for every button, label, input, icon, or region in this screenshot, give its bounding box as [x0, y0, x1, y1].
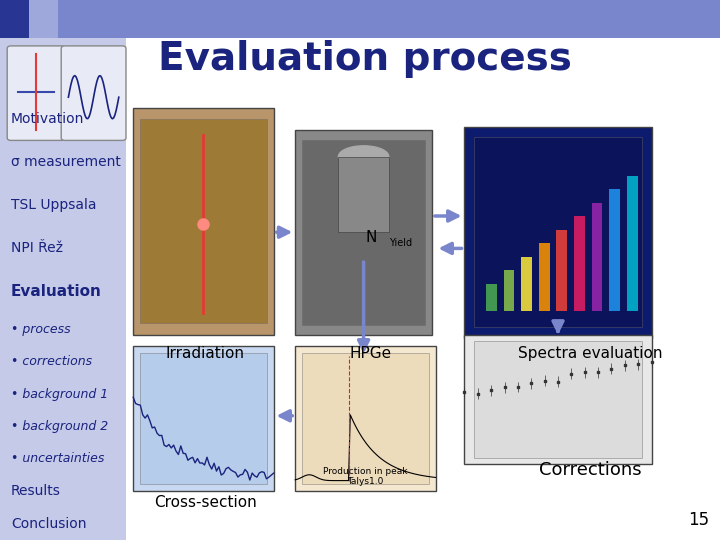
Text: Corrections: Corrections: [539, 461, 642, 479]
FancyBboxPatch shape: [302, 353, 428, 484]
Text: Motivation: Motivation: [11, 112, 84, 126]
Text: Spectra evaluation: Spectra evaluation: [518, 346, 662, 361]
Text: • background 2: • background 2: [11, 420, 108, 433]
FancyBboxPatch shape: [474, 341, 642, 458]
Text: Irradiation: Irradiation: [166, 346, 245, 361]
Text: Evaluation: Evaluation: [11, 284, 102, 299]
FancyBboxPatch shape: [295, 346, 436, 491]
FancyBboxPatch shape: [133, 346, 274, 491]
Text: • process: • process: [11, 323, 71, 336]
Text: Results: Results: [11, 484, 60, 498]
FancyBboxPatch shape: [474, 137, 642, 327]
FancyBboxPatch shape: [627, 176, 638, 310]
FancyBboxPatch shape: [0, 0, 720, 38]
Text: • corrections: • corrections: [11, 355, 92, 368]
Text: NPI Řež: NPI Řež: [11, 241, 63, 255]
FancyBboxPatch shape: [295, 130, 432, 335]
Text: TSL Uppsala: TSL Uppsala: [11, 198, 96, 212]
FancyBboxPatch shape: [29, 0, 58, 38]
FancyBboxPatch shape: [592, 202, 603, 310]
FancyBboxPatch shape: [0, 38, 126, 540]
FancyBboxPatch shape: [486, 284, 497, 310]
FancyBboxPatch shape: [539, 243, 549, 310]
FancyBboxPatch shape: [464, 127, 652, 338]
FancyBboxPatch shape: [557, 230, 567, 310]
Text: • background 1: • background 1: [11, 388, 108, 401]
FancyBboxPatch shape: [61, 46, 126, 140]
Text: • uncertainties: • uncertainties: [11, 453, 104, 465]
FancyBboxPatch shape: [338, 157, 389, 232]
FancyBboxPatch shape: [302, 140, 425, 325]
Text: N: N: [365, 230, 377, 245]
Text: σ measurement: σ measurement: [11, 155, 121, 169]
Text: HPGe: HPGe: [350, 346, 392, 361]
FancyBboxPatch shape: [464, 335, 652, 464]
FancyBboxPatch shape: [7, 46, 65, 140]
FancyBboxPatch shape: [140, 119, 266, 323]
FancyBboxPatch shape: [574, 216, 585, 310]
FancyBboxPatch shape: [140, 353, 266, 484]
Text: Production in peak
Talys1.0: Production in peak Talys1.0: [323, 467, 408, 486]
FancyBboxPatch shape: [521, 256, 532, 310]
Text: Cross-section: Cross-section: [154, 495, 256, 510]
FancyBboxPatch shape: [133, 108, 274, 335]
Text: 15: 15: [688, 511, 709, 529]
FancyBboxPatch shape: [609, 189, 620, 310]
FancyBboxPatch shape: [0, 0, 29, 38]
Text: Yield: Yield: [389, 238, 412, 248]
Ellipse shape: [338, 146, 389, 167]
Text: Evaluation process: Evaluation process: [158, 40, 572, 78]
Text: Conclusion: Conclusion: [11, 517, 86, 531]
FancyBboxPatch shape: [503, 270, 514, 310]
